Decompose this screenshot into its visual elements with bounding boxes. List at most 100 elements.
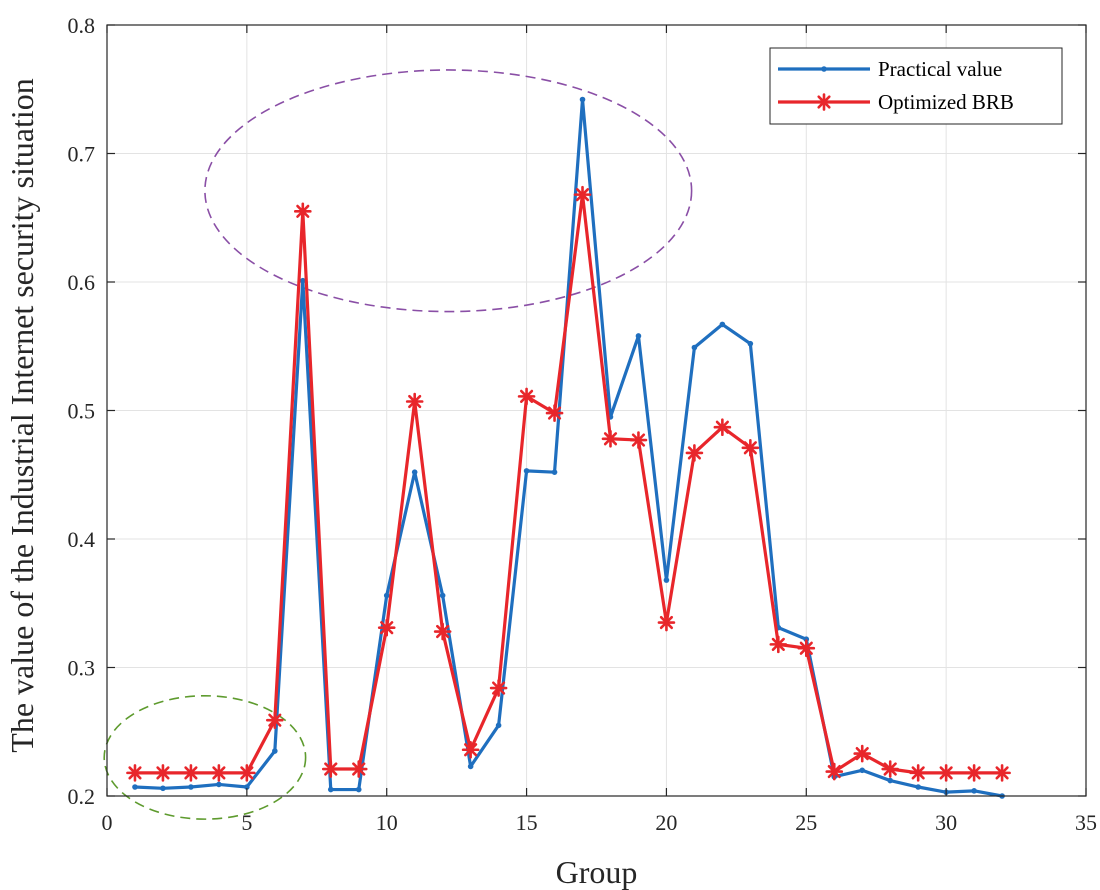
asterisk-stroke [855, 746, 869, 761]
asterisk-marker [266, 711, 284, 729]
asterisk-stroke [324, 762, 338, 776]
asterisk-marker [545, 404, 564, 422]
data-point-dot [188, 784, 194, 790]
grid-lines [106, 24, 1087, 797]
data-series [126, 96, 1011, 799]
asterisk-marker [349, 760, 368, 778]
asterisk-marker [685, 444, 704, 462]
data-point-dot [523, 468, 530, 474]
asterisk-stroke [128, 766, 142, 780]
legend-dot [821, 66, 827, 72]
asterisk-stroke [911, 766, 925, 780]
asterisk-marker [321, 760, 340, 778]
legend-label-optimized-brb: Optimized BRB [878, 90, 1014, 114]
asterisk-stroke [967, 766, 981, 780]
asterisk-stroke [603, 432, 618, 446]
asterisk-marker [405, 392, 424, 411]
x-tick-label: 30 [935, 810, 957, 835]
series-line-practical-value [134, 97, 1003, 798]
data-point-dot [160, 785, 166, 792]
asterisk-stroke [883, 762, 897, 776]
data-point-dot [719, 321, 726, 328]
data-point-dot [635, 333, 642, 339]
asterisk-stroke [939, 766, 953, 780]
asterisk-stroke [575, 188, 590, 202]
y-tick-label: 0.7 [68, 142, 96, 167]
asterisk-stroke [184, 766, 198, 780]
x-tick-label: 0 [102, 810, 113, 835]
asterisk-marker [126, 764, 144, 782]
asterisk-marker [937, 764, 955, 782]
x-tick-label: 10 [376, 810, 398, 835]
asterisk-stroke [156, 766, 170, 780]
data-point-dot [244, 784, 250, 790]
asterisk-stroke [799, 641, 813, 655]
data-point-dot [383, 592, 390, 599]
asterisk-stroke [687, 446, 702, 460]
data-point-dot [216, 781, 222, 788]
y-tick-label: 0.3 [68, 656, 96, 681]
x-axis-title: Group [556, 854, 638, 890]
asterisk-stroke [827, 764, 841, 779]
series-markers-optimized-brb [126, 185, 1011, 782]
data-point-dot [327, 786, 334, 793]
asterisk-stroke [547, 406, 562, 420]
data-point-dot [971, 788, 977, 794]
y-tick-label: 0.6 [68, 270, 96, 295]
data-point-dot [272, 748, 278, 754]
asterisk-marker [993, 764, 1011, 782]
y-axis-title: The value of the Industrial Internet sec… [4, 78, 40, 752]
data-point-dot [887, 777, 893, 784]
asterisk-marker [182, 764, 200, 782]
asterisk-stroke [743, 441, 757, 455]
data-point-dot [411, 469, 418, 475]
x-tick-label: 25 [795, 810, 817, 835]
asterisk-marker [741, 438, 760, 457]
asterisk-marker [825, 762, 844, 781]
asterisk-stroke [212, 766, 226, 780]
asterisk-marker [210, 764, 228, 782]
y-tick-label: 0.2 [68, 784, 96, 809]
axis-ticks: 0 5 10 15 20 25 30 35 0.2 0.3 0.4 0.5 0.6 0.7 0.8 [68, 13, 1098, 835]
series-markers-practical-value [132, 96, 1005, 799]
data-point-dot [803, 636, 810, 643]
data-point-dot [915, 784, 921, 790]
asterisk-marker [713, 418, 732, 437]
asterisk-marker [769, 635, 788, 654]
asterisk-marker [377, 618, 396, 637]
asterisk-stroke [995, 766, 1009, 780]
asterisk-stroke [715, 420, 729, 434]
x-tick-label: 35 [1075, 810, 1097, 835]
asterisk-marker [238, 764, 256, 782]
asterisk-marker [461, 740, 480, 759]
data-point-dot [663, 577, 670, 583]
asterisk-marker [154, 764, 172, 782]
asterisk-marker [433, 622, 452, 641]
data-point-dot [132, 784, 138, 790]
x-tick-label: 5 [241, 810, 252, 835]
asterisk-marker [909, 764, 927, 782]
asterisk-marker [517, 387, 536, 406]
annotation-ellipses [103, 69, 693, 820]
asterisk-marker [657, 613, 676, 632]
legend: Practical value Optimized BRB [769, 47, 1063, 125]
asterisk-marker [965, 764, 983, 782]
asterisk-stroke [408, 394, 422, 409]
asterisk-stroke [464, 743, 478, 757]
x-tick-label: 15 [516, 810, 538, 835]
asterisk-stroke [817, 95, 831, 109]
data-point-dot [300, 277, 306, 284]
asterisk-stroke [631, 433, 646, 447]
y-tick-label: 0.4 [68, 527, 96, 552]
data-point-dot [691, 344, 698, 351]
data-point-dot [551, 469, 558, 475]
asterisk-stroke [491, 681, 506, 695]
asterisk-marker [797, 639, 816, 658]
data-point-dot [495, 722, 502, 729]
legend-label-practical-value: Practical value [878, 57, 1002, 81]
data-point-dot [579, 96, 586, 103]
asterisk-marker [881, 760, 900, 778]
asterisk-marker [293, 202, 312, 221]
asterisk-marker [815, 93, 833, 111]
asterisk-stroke [352, 762, 366, 776]
